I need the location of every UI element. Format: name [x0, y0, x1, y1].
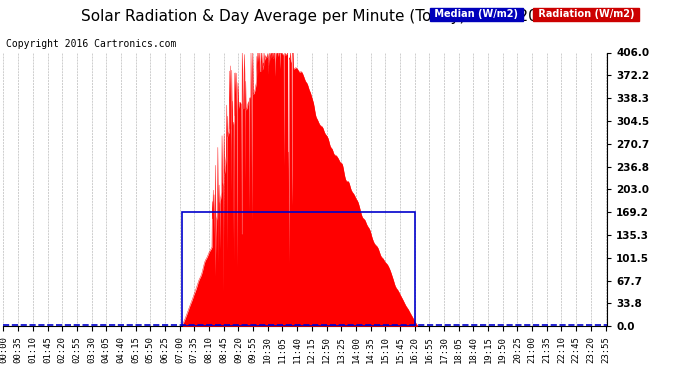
Text: Median (W/m2): Median (W/m2) — [431, 9, 522, 20]
Text: Solar Radiation & Day Average per Minute (Today) 20161207: Solar Radiation & Day Average per Minute… — [81, 9, 547, 24]
Bar — [181, 212, 415, 326]
Text: Radiation (W/m2): Radiation (W/m2) — [535, 9, 638, 20]
Text: Copyright 2016 Cartronics.com: Copyright 2016 Cartronics.com — [6, 39, 176, 50]
